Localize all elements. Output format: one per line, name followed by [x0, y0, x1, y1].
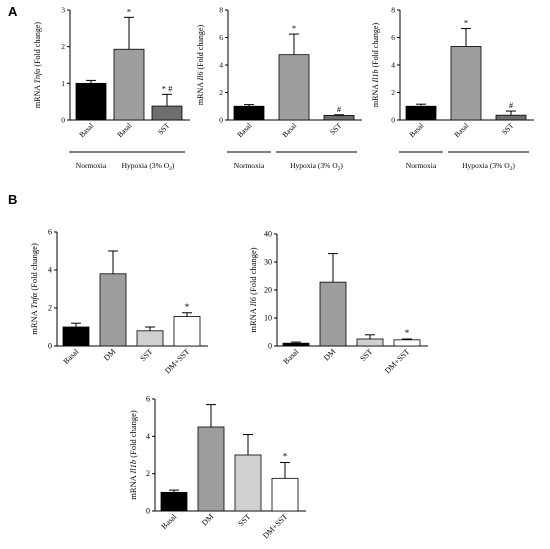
chart-2: 0 2 4 6 8 mRNA Il6 (Fold change) Basal * Basal # S…: [196, 6, 362, 172]
group-label: Hypoxia (3% O2): [122, 161, 175, 172]
y-axis-label: mRNA Tnfα (Fold change): [33, 22, 42, 109]
bar: [160, 491, 188, 512]
y-tick-label: 40: [264, 230, 272, 239]
y-tick-label: 8: [391, 6, 395, 15]
bar: [62, 326, 90, 347]
bar: [278, 54, 310, 121]
bar: [151, 105, 183, 121]
y-tick-label: 6: [146, 395, 150, 404]
x-tick-label: Basal: [159, 512, 178, 531]
significance-mark: *: [405, 328, 410, 338]
y-tick-label: 6: [391, 33, 395, 42]
significance-mark: *: [283, 451, 288, 461]
bar: [234, 454, 262, 512]
y-tick-label: 30: [264, 258, 272, 267]
x-tick-label: DM: [200, 512, 215, 527]
y-axis-label: mRNA Il6 (Fold change): [196, 25, 205, 106]
significance-mark: *: [292, 23, 296, 33]
bar: [319, 281, 347, 347]
y-tick-label: 0: [48, 342, 52, 351]
y-tick-label: 0: [391, 116, 395, 125]
bar: [233, 105, 265, 121]
y-axis-label: mRNA Il6 (Fold change): [248, 247, 258, 332]
bar: [173, 316, 201, 347]
y-axis-label: mRNA Il1b (Fold change): [371, 23, 380, 108]
y-tick-label: 8: [219, 6, 223, 15]
y-tick-label: 2: [391, 88, 395, 97]
x-tick-label: SST: [236, 512, 252, 528]
x-tick-label: Basal: [407, 121, 425, 139]
x-tick-label: SST: [358, 347, 374, 363]
significance-mark: *: [127, 6, 131, 16]
x-tick-label: Basal: [281, 347, 300, 366]
y-tick-label: 3: [61, 6, 65, 15]
chart-5: 0 10 20 30 40 mRNA Il6 (Fold change) Basal DM SS…: [248, 230, 428, 375]
x-tick-label: DM+SST: [383, 347, 411, 375]
chart-4: 0 2 4 6 mRNA Tnfα (Fold change) Basal DM SST * DM…: [29, 228, 208, 375]
y-axis-label: mRNA Il1b (Fold change): [128, 410, 138, 500]
significance-mark: #: [337, 104, 342, 114]
group-label: Hypoxia (3% O2): [290, 161, 343, 172]
y-tick-label: 4: [391, 61, 395, 70]
bar: [113, 48, 145, 121]
bar: [356, 338, 384, 347]
y-tick-label: 2: [219, 88, 223, 97]
y-tick-label: 0: [219, 116, 223, 125]
group-label: Normoxia: [406, 161, 437, 170]
y-tick-label: 2: [48, 304, 52, 313]
bar: [75, 82, 107, 121]
bar: [495, 114, 527, 121]
y-tick-label: 6: [48, 228, 52, 237]
y-tick-label: 1: [61, 79, 65, 88]
panel-label-a: A: [8, 4, 18, 19]
y-tick-label: 6: [219, 33, 223, 42]
x-tick-label: Basal: [77, 121, 95, 139]
y-tick-label: 2: [61, 42, 65, 51]
x-tick-label: DM: [102, 347, 117, 362]
x-tick-label: SST: [138, 347, 154, 363]
significance-mark: #: [509, 100, 514, 110]
y-tick-label: 20: [264, 286, 272, 295]
x-tick-label: DM+SST: [163, 347, 191, 375]
bar: [405, 105, 437, 121]
y-tick-label: 0: [61, 116, 65, 125]
bar: [282, 342, 310, 347]
x-tick-label: SST: [500, 121, 516, 137]
chart-6: 0 2 4 6 mRNA Il1b (Fold change) Basal DM SST * DM…: [128, 395, 306, 540]
bar: [197, 426, 225, 512]
significance-mark: * #: [162, 83, 173, 93]
chart-1: 0 1 2 3 mRNA Tnfα (Fold change) Basal * Basal * …: [33, 6, 190, 172]
x-tick-label: Basal: [115, 121, 133, 139]
x-tick-label: SST: [156, 121, 172, 137]
x-tick-label: Basal: [61, 347, 80, 366]
y-tick-label: 10: [264, 314, 272, 323]
y-tick-label: 4: [146, 432, 150, 441]
bar: [450, 46, 482, 121]
y-tick-label: 2: [146, 469, 150, 478]
group-label: Normoxia: [234, 161, 265, 170]
y-tick-label: 4: [219, 61, 223, 70]
x-tick-label: Basal: [452, 121, 470, 139]
y-tick-label: 0: [268, 342, 272, 351]
bar: [323, 115, 355, 121]
y-tick-label: 0: [146, 507, 150, 516]
group-label: Normoxia: [76, 161, 107, 170]
x-tick-label: Basal: [280, 121, 298, 139]
x-tick-label: DM+SST: [261, 512, 289, 540]
group-label: Hypoxia (3% O2): [462, 161, 515, 172]
bar: [393, 339, 421, 347]
bar: [99, 273, 127, 347]
bar: [136, 330, 164, 347]
x-tick-label: SST: [328, 121, 344, 137]
y-tick-label: 4: [48, 266, 52, 275]
significance-mark: *: [185, 302, 190, 312]
chart-3: 0 2 4 6 8 mRNA Il1b (Fold change) Basal * Basal #…: [371, 6, 534, 172]
panel-label-b: B: [8, 192, 18, 207]
bar: [271, 477, 299, 512]
x-tick-label: Basal: [235, 121, 253, 139]
significance-mark: *: [464, 18, 468, 28]
x-tick-label: DM: [322, 347, 337, 362]
y-axis-label: mRNA Tnfα (Fold change): [29, 243, 39, 335]
